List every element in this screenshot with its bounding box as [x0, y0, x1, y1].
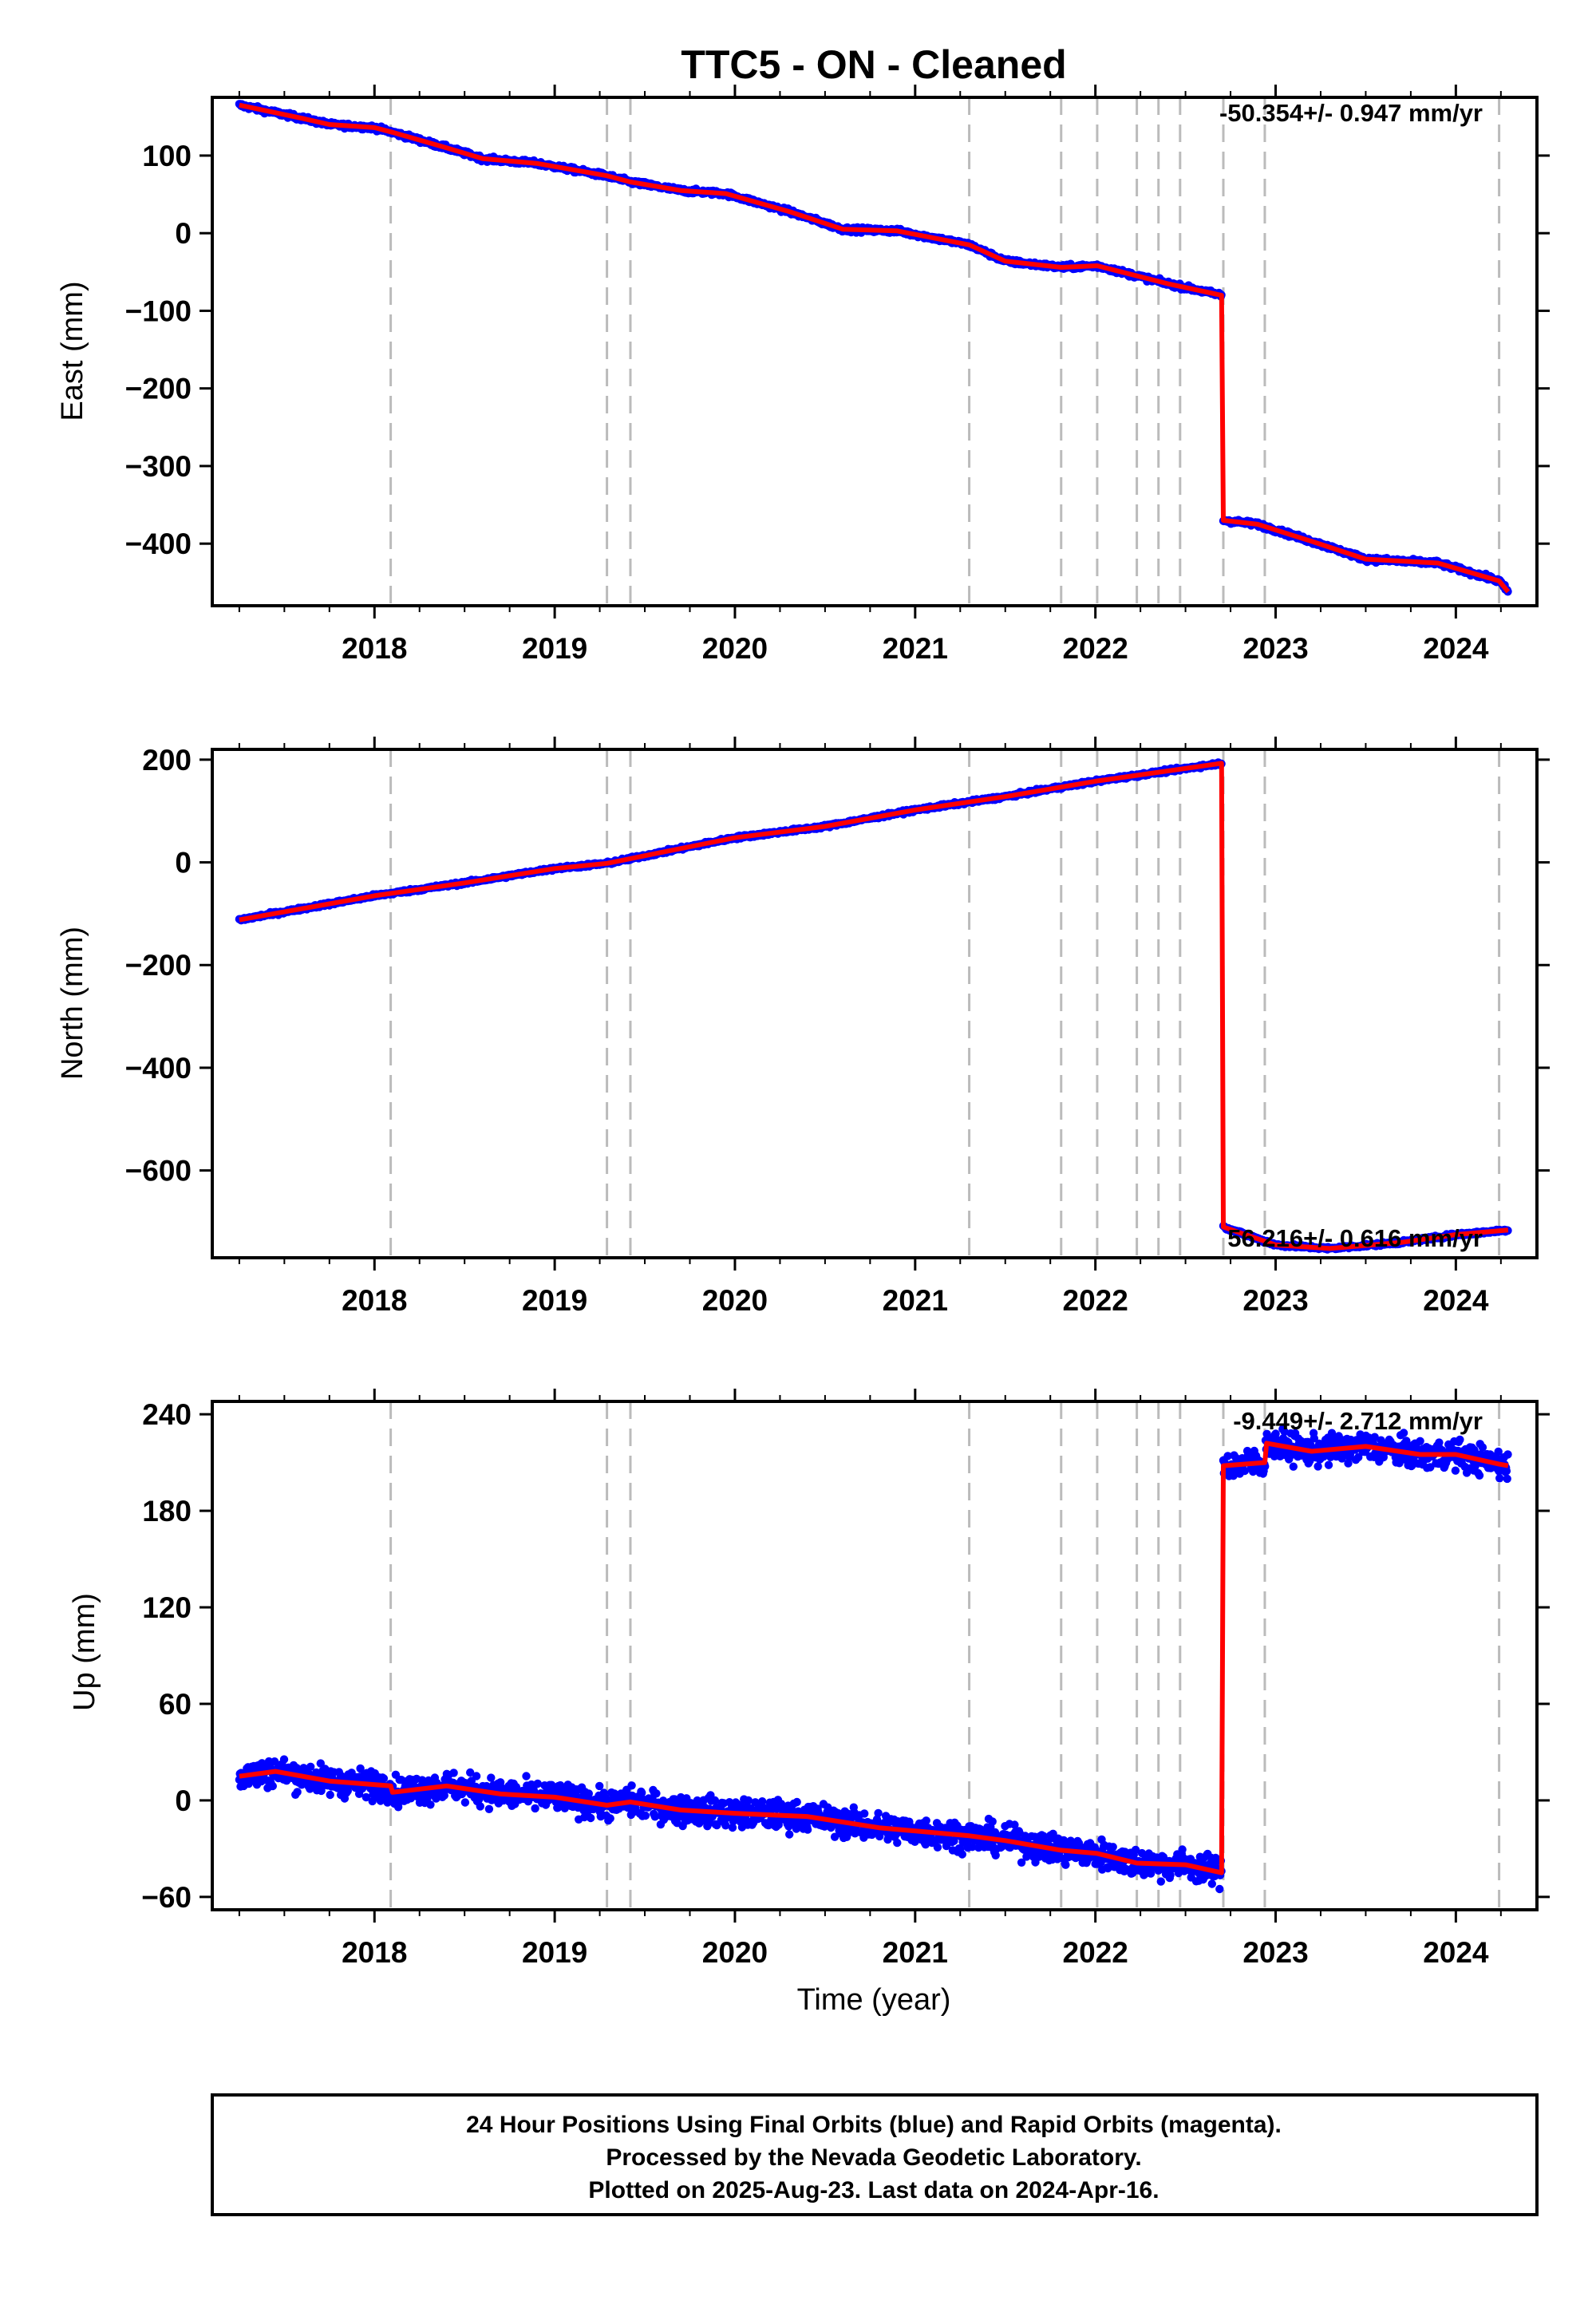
up-y-tick-label: 0 — [175, 1784, 192, 1817]
north-x-tick-label: 2021 — [883, 1284, 948, 1317]
up-y-tick-label: −60 — [141, 1881, 192, 1914]
east-marks: 2018 2019 2020 2021 2022 2023 2024 −400 −300 −200… — [125, 85, 1550, 665]
north-y-axis-label: North (mm) — [56, 927, 89, 1080]
north-y-tick-label: 200 — [142, 744, 192, 777]
up-data-point — [460, 1798, 470, 1807]
up-data-point — [326, 1790, 334, 1800]
up-x-tick-label: 2018 — [342, 1936, 407, 1969]
up-data-point — [487, 1773, 496, 1782]
up-x-tick-label: 2023 — [1242, 1936, 1308, 1969]
east-x-tick-label: 2020 — [702, 632, 768, 665]
east-x-tick-label: 2024 — [1423, 632, 1489, 665]
north-y-tick-label: −600 — [125, 1155, 192, 1188]
up-x-tick-label: 2021 — [883, 1936, 948, 1969]
up-x-tick-label: 2024 — [1423, 1936, 1489, 1969]
panel-up: 2018 2019 2020 2021 2022 2023 2024 −60 0 60 120 180… — [68, 1389, 1550, 2017]
east-y-tick-label: −400 — [125, 528, 192, 560]
north-x-tick-label: 2022 — [1063, 1284, 1128, 1317]
east-model-line — [239, 102, 1511, 594]
east-x-tick-label: 2023 — [1242, 632, 1308, 665]
east-y-tick-label: −100 — [125, 294, 192, 327]
east-y-axis-label: East (mm) — [56, 281, 89, 421]
up-data-point — [279, 1755, 289, 1764]
east-y-tick-label: −200 — [125, 373, 192, 405]
up-data-point — [379, 1774, 389, 1783]
north-x-tick-label: 2019 — [522, 1284, 587, 1317]
east-x-tick-label: 2018 — [342, 632, 407, 665]
north-x-tick-label: 2020 — [702, 1284, 768, 1317]
up-data-point — [595, 1781, 604, 1791]
panel-east: 2018 2019 2020 2021 2022 2023 2024 −400 −300 −200… — [56, 85, 1550, 665]
up-y-tick-label: 60 — [159, 1688, 192, 1721]
up-data-point — [587, 1813, 595, 1823]
north-y-tick-label: 0 — [175, 847, 192, 879]
up-data-point — [268, 1781, 277, 1791]
up-data-point — [652, 1789, 661, 1798]
east-rate-label: -50.354+/- 0.947 mm/yr — [1219, 99, 1483, 127]
up-marks: 2018 2019 2020 2021 2022 2023 2024 −60 0 60 120 180… — [141, 1389, 1550, 1969]
up-data-point — [426, 1800, 435, 1809]
north-y-tick-label: −400 — [125, 1052, 192, 1085]
up-data-point — [293, 1788, 302, 1796]
up-data-point — [627, 1781, 636, 1790]
up-x-tick-label: 2019 — [522, 1936, 587, 1969]
up-y-tick-label: 120 — [142, 1591, 192, 1624]
up-data-point — [522, 1772, 531, 1780]
north-x-tick-label: 2024 — [1423, 1284, 1489, 1317]
up-data-point — [531, 1804, 539, 1813]
east-y-tick-label: 0 — [175, 217, 192, 250]
north-plot-frame — [211, 748, 1539, 1259]
chart-title: TTC5 - ON - Cleaned — [681, 42, 1066, 87]
north-x-tick-label: 2023 — [1242, 1284, 1308, 1317]
up-data-point — [476, 1802, 484, 1811]
north-rate-label: 56.216+/- 0.616 mm/yr — [1227, 1224, 1483, 1252]
north-x-tick-label: 2018 — [342, 1284, 407, 1317]
east-plot-frame — [211, 96, 1539, 607]
north-y-tick-label: −200 — [125, 949, 192, 982]
east-y-tick-label: −300 — [125, 450, 192, 483]
east-y-tick-label: 100 — [142, 140, 192, 172]
east-x-tick-label: 2022 — [1063, 632, 1128, 665]
east-x-tick-label: 2019 — [522, 632, 587, 665]
panel-north: 2018 2019 2020 2021 2022 2023 2024 −600 −400 −200… — [56, 737, 1550, 1317]
up-y-tick-label: 240 — [142, 1398, 192, 1431]
up-data-point — [606, 1814, 614, 1823]
east-x-tick-label: 2021 — [883, 632, 948, 665]
up-x-tick-label: 2022 — [1063, 1936, 1128, 1969]
up-data-point — [472, 1772, 481, 1780]
up-y-tick-label: 180 — [142, 1495, 192, 1528]
up-data-point — [449, 1769, 458, 1777]
up-data-point — [484, 1804, 494, 1813]
up-data-point — [533, 1779, 542, 1788]
up-x-tick-label: 2020 — [702, 1936, 768, 1969]
north-model-line — [239, 761, 1509, 1251]
up-data-point — [641, 1811, 650, 1820]
